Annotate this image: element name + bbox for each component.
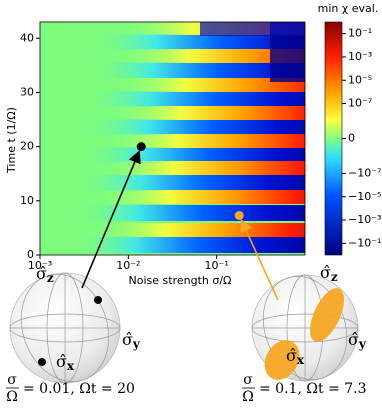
heatmap-band bbox=[82, 119, 305, 135]
colorbar-tick-label: 10⁻¹ bbox=[348, 27, 372, 40]
bloch-sphere bbox=[9, 272, 121, 384]
colorbar-tick-label: 10⁻³ bbox=[348, 50, 372, 63]
point bbox=[136, 142, 146, 152]
axis-subscript: x bbox=[67, 359, 75, 373]
heatmap-band bbox=[91, 34, 305, 50]
arrow bbox=[240, 218, 279, 301]
axis-subscript: x bbox=[297, 353, 305, 367]
axis-subscript: y bbox=[132, 337, 141, 351]
axis-subscript: z bbox=[331, 270, 338, 284]
y-tick-label: 40 bbox=[20, 31, 34, 44]
colorbar-title: min χ eval. bbox=[318, 2, 379, 15]
heatmap-band bbox=[88, 62, 305, 78]
axis-subscript: y bbox=[358, 337, 367, 351]
colorbar-tick-label: 0 bbox=[348, 132, 355, 145]
annotation-text: = 0.01, Ωt = 20 bbox=[23, 381, 135, 397]
heatmap-band bbox=[110, 78, 305, 92]
heatmap-band bbox=[76, 175, 305, 191]
annotation-denominator: Ω bbox=[242, 389, 254, 405]
axis-symbol: σ̂ bbox=[320, 263, 331, 282]
y-tick-label: 30 bbox=[20, 85, 34, 98]
axis-symbol: σ̂ bbox=[122, 330, 133, 349]
annotation-numerator: σ bbox=[243, 372, 253, 388]
y-tick-label: 20 bbox=[20, 140, 34, 153]
axis-symbol: σ̂ bbox=[348, 330, 359, 349]
heatmap-band bbox=[94, 190, 305, 204]
axis-label: σ̂z bbox=[320, 263, 338, 284]
heatmap-band bbox=[90, 223, 305, 237]
x-axis-label: Noise strength σ/Ω bbox=[129, 274, 232, 287]
arrow bbox=[81, 150, 141, 289]
x-tick-label: 10⁻² bbox=[116, 259, 140, 272]
heatmap bbox=[40, 22, 305, 255]
colorbar-tick-label: 10⁻⁷ bbox=[348, 97, 372, 110]
annotation-text: = 0.1, Ωt = 7.3 bbox=[259, 381, 366, 397]
axis-symbol: σ̂ bbox=[286, 346, 297, 365]
heatmap-band bbox=[70, 237, 305, 253]
axis-symbol: σ̂ bbox=[36, 264, 47, 283]
annotation-numerator: σ bbox=[7, 372, 17, 388]
axis-label: σ̂y bbox=[122, 330, 141, 351]
heatmap-band bbox=[102, 134, 305, 148]
heatmap-band bbox=[79, 147, 305, 163]
colorbar-tick-label: −10⁻⁷ bbox=[348, 166, 381, 179]
colorbar-tick-label: 10⁻⁵ bbox=[348, 73, 372, 86]
plot-frame bbox=[39, 21, 306, 256]
x-tick-label: 10⁻³ bbox=[28, 259, 52, 272]
axis-symbol: σ̂ bbox=[56, 352, 67, 371]
heatmap-band bbox=[73, 205, 305, 221]
axis-label: σ̂y bbox=[348, 330, 367, 351]
y-tick-label: 10 bbox=[20, 194, 34, 207]
axis-label: σ̂x bbox=[286, 346, 305, 367]
colorbar-tick-label: −10⁻⁵ bbox=[348, 190, 381, 203]
colorbar-tick-label: −10⁻¹ bbox=[348, 236, 381, 249]
heatmap-band bbox=[98, 161, 305, 175]
x-tick-label: 10⁻¹ bbox=[205, 259, 229, 272]
colorbar bbox=[324, 21, 343, 256]
axis-subscript: z bbox=[47, 271, 54, 285]
bloch-sphere bbox=[251, 274, 359, 382]
axis-label: σ̂z bbox=[36, 264, 54, 285]
y-axis-label: Time t (1/Ω) bbox=[5, 107, 18, 174]
heatmap-band bbox=[114, 49, 305, 63]
annotation-denominator: Ω bbox=[6, 389, 18, 405]
point bbox=[234, 210, 244, 220]
y-tick-label: 0 bbox=[27, 248, 34, 261]
heatmap-band bbox=[85, 91, 305, 107]
colorbar-tick-label: −10⁻³ bbox=[348, 213, 381, 226]
axis-label: σ̂x bbox=[56, 352, 75, 373]
heatmap-band bbox=[106, 106, 305, 120]
